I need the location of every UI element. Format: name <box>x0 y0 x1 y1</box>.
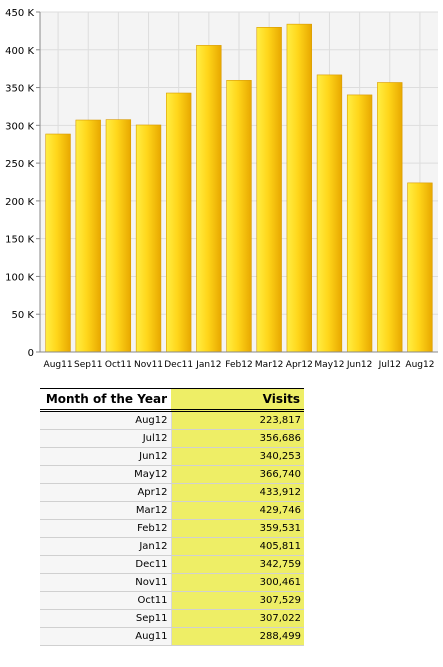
header-month[interactable]: Month of the Year <box>40 388 171 412</box>
visits-cell: 307,022 <box>171 609 304 628</box>
month-cell: Jan12 <box>40 537 172 556</box>
y-tick-label: 400 K <box>5 46 34 57</box>
x-tick-labels: Aug11 Sep11 Oct11 Nov11 Dec11 Jan12 Feb12 Mar12… <box>44 360 435 370</box>
table-header-row: Month of the Year Visits <box>40 388 304 412</box>
table-row: Apr12 433,912 <box>40 483 304 502</box>
x-tick-label: Sep11 <box>74 360 102 370</box>
x-tick-label: Apr12 <box>286 360 313 370</box>
month-cell: Jul12 <box>40 429 172 448</box>
table-row: Mar12 429,746 <box>40 501 304 520</box>
table-row: Nov11 300,461 <box>40 573 304 592</box>
visits-table: Month of the Year Visits Aug12 223,817 Jul… <box>40 388 304 646</box>
month-cell: Sep11 <box>40 609 172 628</box>
bar-Jul12 <box>377 82 403 353</box>
table-row: Jan12 405,811 <box>40 537 304 556</box>
y-tick-label: 200 K <box>5 197 34 208</box>
x-tick-label: May12 <box>314 360 344 370</box>
month-cell: May12 <box>40 465 172 484</box>
y-tick-label: 450 K <box>5 8 34 19</box>
visits-cell: 359,531 <box>171 519 304 538</box>
visits-cell: 307,529 <box>171 591 304 610</box>
table-row: Sep11 307,022 <box>40 609 304 628</box>
bar-Apr12 <box>286 23 312 353</box>
bar-Dec11 <box>166 92 192 353</box>
table-row: Jun12 340,253 <box>40 447 304 466</box>
month-cell: Apr12 <box>40 483 172 502</box>
table-row: Dec11 342,759 <box>40 555 304 574</box>
visits-cell: 340,253 <box>171 447 304 466</box>
header-visits[interactable]: Visits <box>171 388 304 412</box>
x-tick-label: Feb12 <box>225 360 252 370</box>
bar-Sep11 <box>75 119 101 353</box>
bar-Oct11 <box>105 119 132 353</box>
x-tick-label: Aug11 <box>44 360 73 370</box>
month-cell: Oct11 <box>40 591 172 610</box>
month-cell: Jun12 <box>40 447 172 466</box>
bar-Aug12 <box>407 182 433 353</box>
month-cell: Mar12 <box>40 501 172 520</box>
y-tick-labels: 0 50 K 100 K 150 K 200 K 250 K 300 K 350 K 400 K… <box>5 8 34 359</box>
table-row: Jul12 356,686 <box>40 429 304 448</box>
month-cell: Nov11 <box>40 573 172 592</box>
y-tick-label: 300 K <box>5 121 34 132</box>
visits-cell: 405,811 <box>171 537 304 556</box>
visits-cell: 366,740 <box>171 465 304 484</box>
visits-cell: 300,461 <box>171 573 304 592</box>
bar-Aug11 <box>45 133 71 353</box>
bar-Jan12 <box>196 45 222 353</box>
visits-cell: 342,759 <box>171 555 304 574</box>
bar-Nov11 <box>135 124 162 353</box>
bar-Mar12 <box>256 27 282 353</box>
month-cell: Aug12 <box>40 410 172 430</box>
y-tick-label: 0 <box>28 348 34 359</box>
visits-cell: 356,686 <box>171 429 304 448</box>
x-tick-label: Mar12 <box>255 360 283 370</box>
x-tick-label: Aug12 <box>405 360 434 370</box>
y-tick-label: 250 K <box>5 159 34 170</box>
table-row: May12 366,740 <box>40 465 304 484</box>
bars <box>45 23 433 353</box>
table-row: Aug12 223,817 <box>40 410 304 430</box>
visits-cell: 429,746 <box>171 501 304 520</box>
month-cell: Aug11 <box>40 627 172 646</box>
month-cell: Feb12 <box>40 519 172 538</box>
visits-cell: 433,912 <box>171 483 304 502</box>
bar-Jun12 <box>346 94 373 353</box>
y-tick-label: 100 K <box>5 272 34 283</box>
table-row: Aug11 288,499 <box>40 627 304 646</box>
y-tick-label: 50 K <box>12 310 35 321</box>
visits-cell: 223,817 <box>171 410 304 430</box>
table-row: Feb12 359,531 <box>40 519 304 538</box>
table-body: Aug12 223,817 Jul12 356,686 Jun12 340,253 May1… <box>40 410 304 646</box>
month-cell: Dec11 <box>40 555 172 574</box>
y-tick-label: 350 K <box>5 84 34 95</box>
x-tick-label: Jul12 <box>378 360 401 370</box>
table-row: Oct11 307,529 <box>40 591 304 610</box>
x-tick-label: Jan12 <box>195 360 221 370</box>
x-tick-label: Jun12 <box>346 360 373 370</box>
x-tick-label: Oct11 <box>105 360 132 370</box>
x-tick-label: Nov11 <box>134 360 163 370</box>
bar-May12 <box>316 74 343 353</box>
visits-cell: 288,499 <box>171 627 304 646</box>
visits-bar-chart: 0 50 K 100 K 150 K 200 K 250 K 300 K 350 K 400 K… <box>5 8 438 370</box>
bar-Feb12 <box>226 80 252 353</box>
x-tick-label: Dec11 <box>164 360 193 370</box>
y-tick-label: 150 K <box>5 235 34 246</box>
